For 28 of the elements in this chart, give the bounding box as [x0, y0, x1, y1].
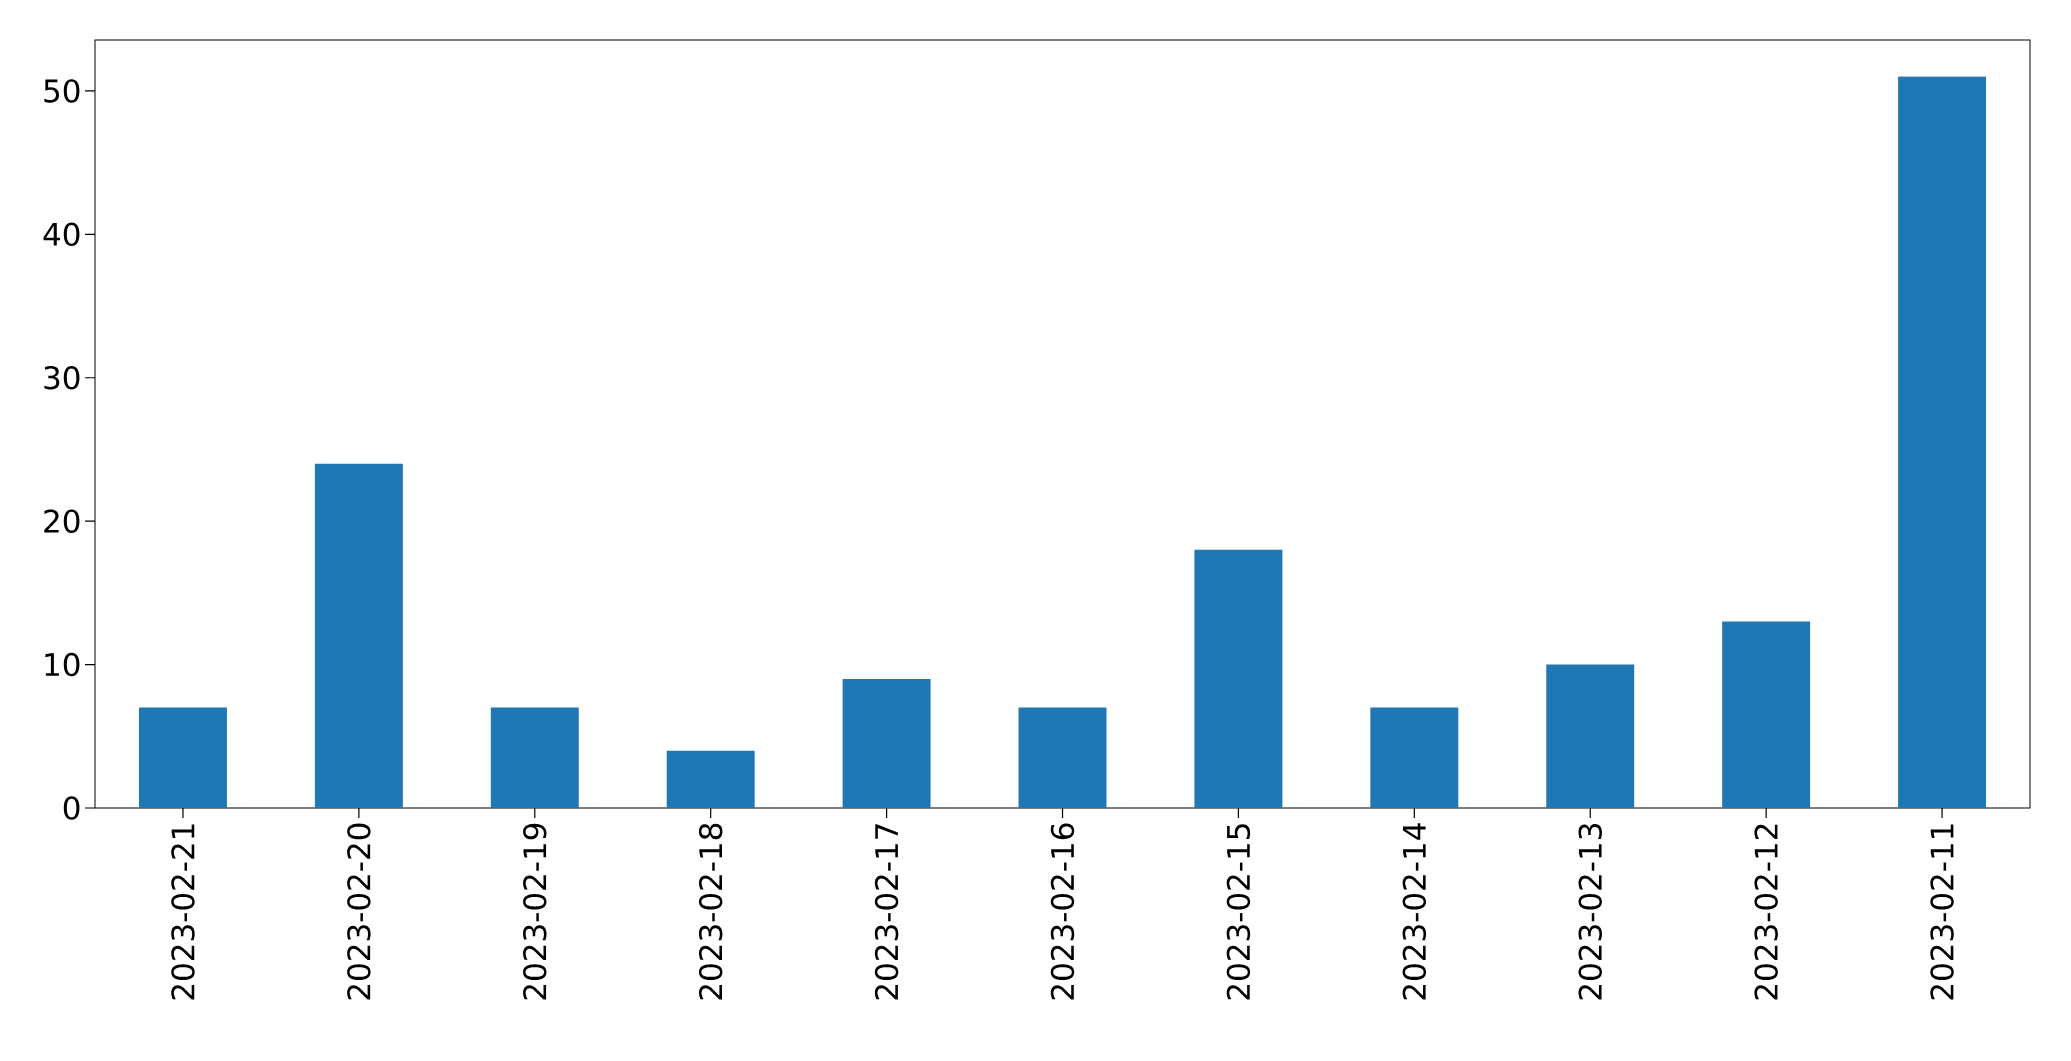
x-tick-label: 2023-02-18 — [698, 823, 723, 1000]
bar — [138, 707, 227, 808]
x-tick-label: 2023-02-20 — [347, 823, 371, 1000]
bar — [1546, 664, 1635, 808]
x-tick-label: 2023-02-16 — [1050, 823, 1075, 1000]
x-tick-label: 2023-02-11 — [1930, 824, 1954, 1000]
bar — [1898, 76, 1987, 808]
bar — [314, 463, 403, 808]
y-tick-label: 30 — [44, 366, 80, 390]
y-tick-label: 10 — [45, 652, 80, 677]
bar — [1722, 621, 1811, 808]
x-tick-label: 2023-02-14 — [1402, 823, 1427, 1000]
x-tick-label: 2023-02-17 — [874, 824, 899, 1000]
y-tick-label: 20 — [44, 509, 80, 533]
bar — [842, 678, 931, 808]
x-tick-label: 2023-02-13 — [1578, 824, 1602, 1000]
y-tick-label: 50 — [44, 79, 80, 103]
x-tick-label: 2023-02-19 — [523, 823, 547, 1000]
y-tick-label: 0 — [63, 796, 80, 820]
y-tick-label: 40 — [43, 222, 80, 247]
x-tick-label: 2023-02-12 — [1754, 824, 1778, 1000]
bar — [1194, 549, 1283, 808]
bar — [666, 750, 755, 808]
bar — [490, 707, 579, 808]
x-tick-label: 2023-02-15 — [1226, 824, 1251, 1000]
x-tick-label: 2023-02-21 — [171, 824, 195, 1000]
bar — [1018, 707, 1107, 808]
bar — [1370, 707, 1459, 808]
